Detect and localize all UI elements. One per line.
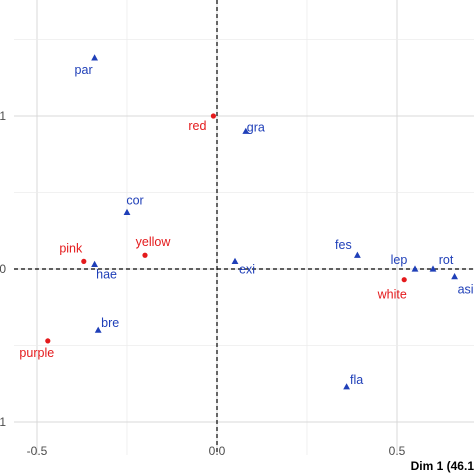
point-bre: [94, 326, 102, 333]
reference-lines: [14, 0, 474, 455]
point-label-gra: gra: [247, 120, 265, 134]
point-cor: [123, 208, 131, 215]
point-label-rot: rot: [439, 253, 454, 267]
point-rot: [429, 265, 437, 272]
point-exi: [231, 257, 239, 264]
point-label-purple: purple: [19, 346, 54, 360]
x-tick-label: 0.5: [389, 444, 406, 458]
data-marks: redblueorangepinkyellowwhitepurplepargra…: [19, 54, 474, 390]
point-label-fes: fes: [335, 238, 352, 252]
y-tick-label: 1: [0, 415, 6, 429]
point-asi: [451, 273, 458, 280]
point-par: [91, 54, 98, 61]
point-label-fla: fla: [350, 373, 363, 387]
y-tick-label: 0: [0, 262, 6, 276]
point-hae: [91, 260, 98, 268]
point-label-white: white: [377, 288, 407, 302]
point-pink: [81, 258, 87, 264]
point-label-par: par: [75, 63, 93, 77]
x-tick-label: 0.0: [209, 444, 226, 458]
x-axis-title: Dim 1 (46.1: [411, 459, 474, 473]
point-label-exi: exi: [239, 262, 255, 276]
point-label-yellow: yellow: [136, 235, 172, 249]
point-yellow: [142, 252, 148, 258]
point-lep: [411, 265, 419, 272]
panel-background: [0, 0, 474, 458]
point-label-red: red: [188, 119, 206, 133]
y-tick-label: 1: [0, 109, 6, 123]
tick-labels: -1.0-0.50.00.51.0101: [0, 109, 406, 458]
point-label-pink: pink: [59, 241, 83, 255]
point-red: [210, 113, 216, 119]
x-tick-label: -0.5: [27, 444, 48, 458]
point-purple: [45, 338, 51, 344]
point-label-cor: cor: [126, 193, 143, 207]
point-label-hae: hae: [96, 267, 117, 281]
grid: [14, 0, 474, 455]
point-fla: [343, 383, 350, 390]
point-label-bre: bre: [101, 316, 119, 330]
point-fes: [354, 251, 361, 258]
point-label-asi: asi: [458, 283, 474, 297]
point-label-lep: lep: [391, 253, 408, 267]
point-gra: [242, 127, 250, 134]
point-white: [401, 277, 407, 283]
